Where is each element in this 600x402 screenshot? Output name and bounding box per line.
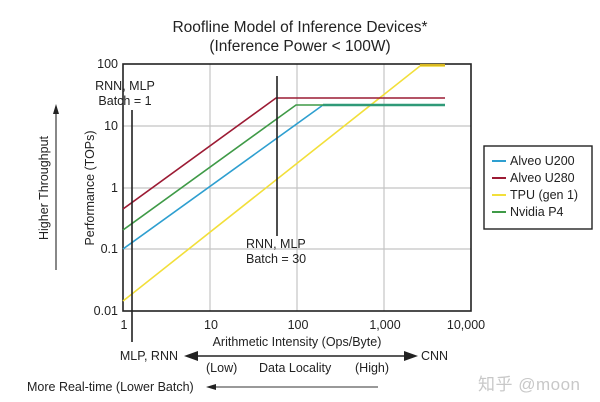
x-tick-100: 100 [288,318,309,332]
x-tick-10: 10 [204,318,218,332]
series-lines [122,63,445,302]
arrow-left-small-icon [206,384,216,390]
plot-frame [122,63,472,312]
y-tick-labels: 100 10 1 0.1 0.01 [94,57,118,318]
grid [123,64,471,311]
legend-label-tpu: TPU (gen 1) [510,188,578,202]
y-axis-label: Performance (TOPs) [83,130,97,245]
arrow-right-icon [404,351,418,361]
low-label: (Low) [206,361,237,375]
y-tick-0.01: 0.01 [94,304,118,318]
series-nvidia-p4 [122,104,445,231]
realtime-indicator: More Real-time (Lower Batch) [27,380,378,394]
y-tick-100: 100 [97,57,118,71]
chart-subtitle: (Inference Power < 100W) [209,38,391,55]
x-axis-label: Arithmetic Intensity (Ops/Byte) [213,335,382,349]
x-tick-1000: 1,000 [369,318,400,332]
batch1-label-line1: RNN, MLP [95,79,155,93]
high-label: (High) [355,361,389,375]
mlp-rnn-label: MLP, RNN [120,349,178,363]
batch1-label-line2: Batch = 1 [98,94,151,108]
chart-title: Roofline Model of Inference Devices* [172,19,428,36]
higher-throughput-indicator: Higher Throughput [37,104,59,270]
x-tick-1: 1 [121,318,128,332]
y-tick-0.1: 0.1 [101,242,118,256]
y-tick-1: 1 [111,181,118,195]
arrow-left-icon [184,351,198,361]
x-tick-10000: 10,000 [447,318,485,332]
batch30-label-line2: Batch = 30 [246,252,306,266]
legend: Alveo U200 Alveo U280 TPU (gen 1) Nvidia… [483,145,593,230]
higher-throughput-label: Higher Throughput [37,135,51,240]
legend-label-p4: Nvidia P4 [510,205,564,219]
y-tick-10: 10 [104,119,118,133]
legend-label-u200: Alveo U200 [510,154,575,168]
legend-label-u280: Alveo U280 [510,171,575,185]
series-alveo-u280 [122,97,445,210]
data-locality-indicator: MLP, RNN CNN (Low) Data Locality (High) [120,349,448,375]
realtime-label: More Real-time (Lower Batch) [27,380,194,394]
batch30-label-line1: RNN, MLP [246,237,306,251]
arrow-up-icon [53,104,59,114]
cnn-label: CNN [421,349,448,363]
x-tick-labels: 1 10 100 1,000 10,000 [121,318,486,332]
watermark: 知乎 @moon [478,375,581,394]
data-locality-label: Data Locality [259,361,332,375]
